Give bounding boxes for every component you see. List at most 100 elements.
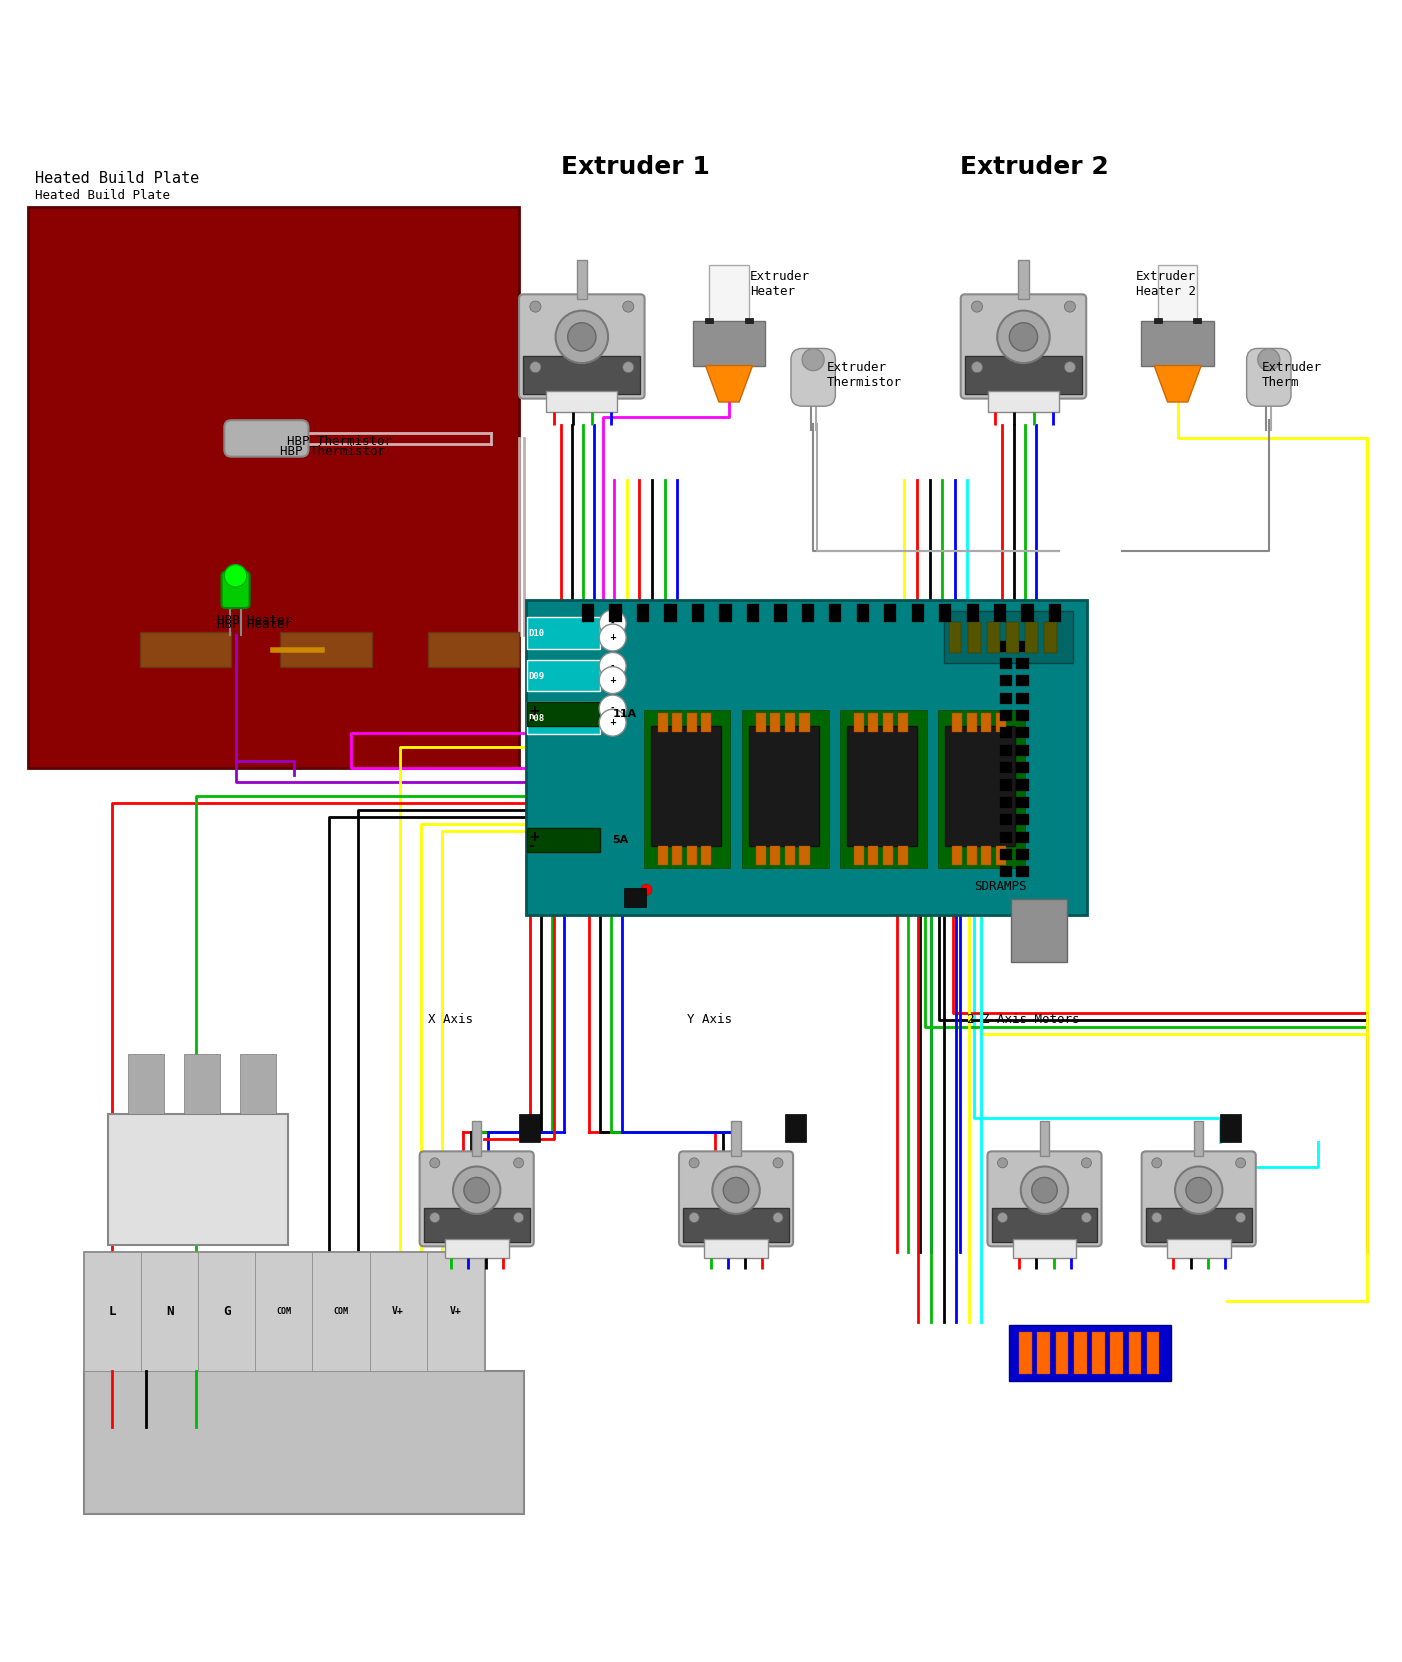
Bar [1092,1331,1105,1373]
Circle shape [599,695,627,721]
Text: V+: V+ [449,1306,461,1316]
Bar [1018,261,1029,299]
Bar [255,1251,313,1371]
Bar [1195,1120,1203,1155]
Circle shape [773,1158,782,1168]
Bar [799,713,809,733]
Bar [756,846,765,864]
Bar [426,1251,484,1371]
Text: Extruder
Therm: Extruder Therm [1262,361,1322,389]
Bar [1016,658,1029,670]
Bar [140,632,231,666]
Bar [184,1054,220,1114]
Bar [658,713,667,733]
Bar [519,1114,540,1142]
Bar [701,713,711,733]
Text: D09: D09 [529,671,545,680]
Bar [995,713,1005,733]
Circle shape [599,610,627,637]
Bar [1220,1114,1241,1142]
Bar [1009,1325,1171,1381]
Circle shape [773,1213,782,1223]
Bar [1000,779,1012,791]
Bar [897,846,907,864]
Text: 5A: 5A [613,834,629,844]
Circle shape [513,1158,523,1168]
Circle shape [430,1213,440,1223]
Bar [651,726,721,846]
Circle shape [690,1158,700,1168]
Bar [1016,640,1029,652]
FancyBboxPatch shape [791,349,836,406]
Bar [1000,763,1012,773]
Bar [1016,763,1029,773]
Circle shape [1235,1158,1245,1168]
Text: COM: COM [276,1306,292,1316]
Bar [709,264,749,324]
Circle shape [972,301,983,312]
Bar [945,726,1015,846]
Bar [1007,622,1019,653]
Circle shape [690,1213,700,1223]
Text: V+: V+ [393,1306,404,1316]
Bar [423,1208,530,1242]
Circle shape [568,322,596,351]
Text: L: L [109,1305,116,1318]
Bar [1012,1240,1077,1258]
Bar [658,846,667,864]
Circle shape [599,666,627,693]
Bar [939,605,952,622]
Bar [576,261,587,299]
Circle shape [530,301,541,312]
Bar [624,888,646,907]
FancyBboxPatch shape [1141,1152,1256,1246]
Text: HBP Heater: HBP Heater [217,618,292,632]
Circle shape [513,1213,523,1223]
Bar [1074,1331,1087,1373]
FancyBboxPatch shape [419,1152,534,1246]
FancyBboxPatch shape [222,572,250,608]
Text: -: - [611,618,614,628]
Circle shape [1152,1213,1162,1223]
Circle shape [430,1158,440,1168]
Circle shape [972,362,983,372]
Circle shape [1009,322,1037,351]
Text: Extruder
Heater: Extruder Heater [750,271,810,297]
Text: Extruder 2: Extruder 2 [960,155,1109,179]
Text: +: + [529,829,540,844]
Bar [719,605,732,622]
FancyBboxPatch shape [960,294,1087,399]
Circle shape [802,349,824,371]
Bar [883,713,893,733]
Bar [1044,622,1057,653]
Text: +: + [610,676,615,685]
Text: 2 Z Axis Motors: 2 Z Axis Motors [967,1014,1080,1025]
Bar [847,726,917,846]
Circle shape [224,565,247,587]
Text: Y Axis: Y Axis [687,1014,732,1025]
Bar [1056,1331,1068,1373]
Bar [84,1251,142,1371]
Bar [526,600,1087,916]
Bar [1147,1331,1159,1373]
Bar [1016,849,1029,859]
Bar [742,710,829,868]
Circle shape [997,311,1050,362]
Bar [952,713,962,733]
Bar [665,605,677,622]
Circle shape [1064,362,1075,372]
Circle shape [1175,1167,1223,1213]
Text: HBP Thermistor: HBP Thermistor [287,435,393,447]
Text: -: - [529,713,534,726]
Text: +: + [610,633,615,642]
Bar [704,1240,768,1258]
Bar [1016,831,1029,843]
Bar [705,319,714,322]
Circle shape [998,1213,1008,1223]
Bar [966,605,979,622]
Circle shape [622,301,634,312]
Bar [527,660,600,691]
Bar [128,1054,164,1114]
Circle shape [453,1167,501,1213]
Bar [1110,1331,1123,1373]
